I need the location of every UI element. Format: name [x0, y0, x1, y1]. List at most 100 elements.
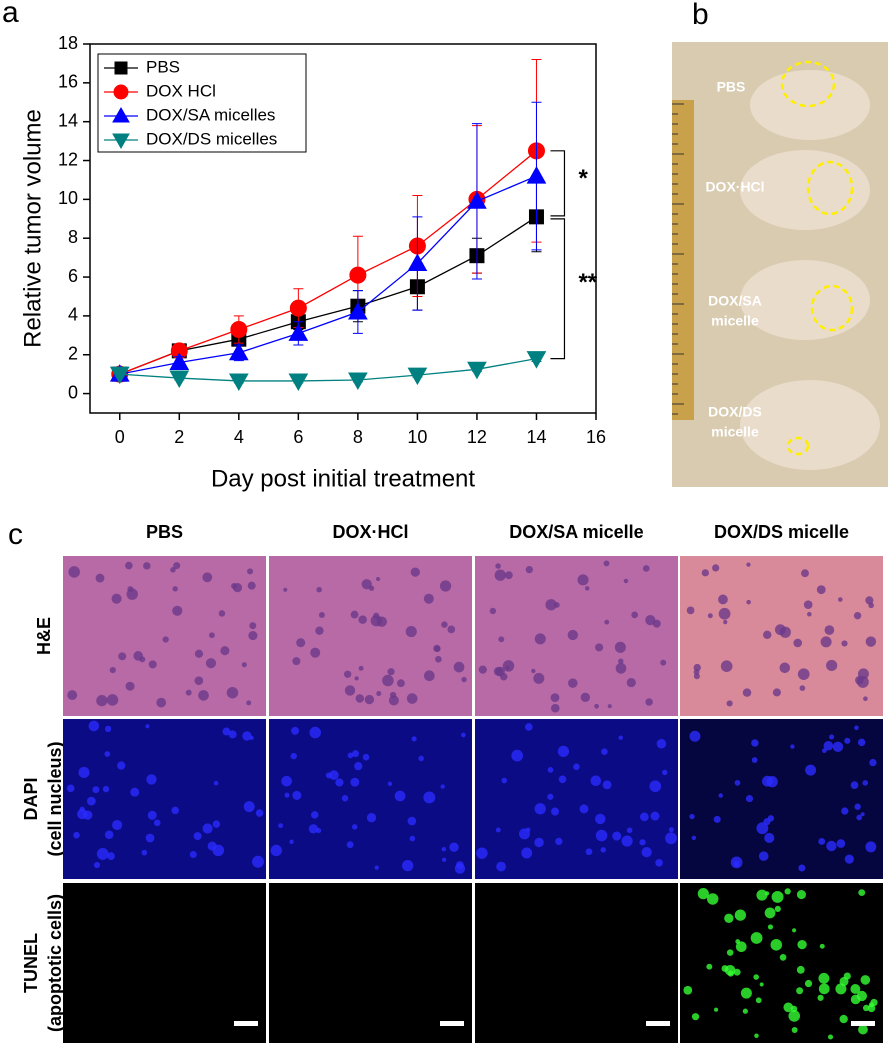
cell — [354, 676, 359, 681]
cell — [525, 566, 533, 574]
cell — [626, 827, 633, 834]
cell — [767, 924, 774, 930]
y-tick-label: 18 — [58, 33, 78, 53]
micrograph — [475, 883, 678, 1043]
micrograph — [680, 883, 883, 1043]
cell — [818, 838, 826, 845]
cell — [208, 632, 215, 639]
cell — [584, 586, 590, 591]
cell — [858, 1024, 868, 1035]
cell — [387, 668, 395, 676]
cell — [502, 660, 515, 672]
cell — [621, 835, 633, 847]
cell — [194, 649, 204, 658]
cell — [762, 630, 772, 640]
cell — [796, 889, 807, 900]
marker — [228, 342, 249, 361]
cell — [283, 587, 288, 592]
cell — [691, 1013, 700, 1021]
cell — [707, 613, 713, 619]
tumor-outline — [786, 436, 810, 456]
annotation: * — [578, 165, 588, 192]
cell — [857, 738, 866, 747]
cell — [865, 636, 877, 647]
cell — [346, 841, 354, 849]
cell — [579, 804, 589, 814]
y-tick-label: 14 — [58, 110, 78, 130]
micrograph — [269, 556, 472, 716]
cell — [193, 832, 202, 841]
cell — [494, 569, 506, 581]
cell — [797, 668, 810, 681]
cell — [202, 572, 213, 583]
column-header: DOX/SA micelle — [509, 522, 643, 542]
cell — [600, 847, 606, 853]
cell — [641, 847, 652, 858]
cell — [461, 676, 467, 683]
cell — [189, 851, 197, 859]
cell — [779, 662, 791, 674]
column-header: DOX·HCl — [333, 522, 409, 542]
cell — [440, 784, 445, 789]
cell — [387, 781, 393, 787]
cell — [558, 775, 567, 784]
cell — [798, 864, 806, 872]
cell — [772, 688, 781, 697]
cell — [754, 1033, 759, 1039]
cell — [784, 888, 791, 895]
cell — [550, 807, 560, 816]
marker — [228, 373, 249, 391]
photo-label: DOX/DS — [708, 404, 762, 420]
cell — [104, 830, 114, 840]
cell — [423, 791, 436, 804]
cell — [865, 596, 874, 605]
photo-label: DOX·HCl — [705, 179, 764, 195]
tumor-outline — [780, 60, 836, 108]
cell — [867, 1004, 876, 1013]
cell — [495, 563, 501, 569]
cell — [109, 666, 116, 674]
cell — [751, 757, 758, 763]
bracket — [550, 150, 566, 217]
cell — [111, 593, 122, 604]
y-tick-label: 6 — [68, 266, 78, 286]
marker — [526, 351, 547, 369]
cell — [841, 807, 849, 815]
y-tick-label: 10 — [58, 188, 78, 208]
cell — [603, 560, 610, 567]
tumor-outline — [810, 284, 854, 332]
micrograph — [63, 719, 266, 879]
cell — [284, 792, 290, 798]
cell — [316, 586, 322, 593]
marker — [230, 320, 248, 338]
cell — [226, 686, 239, 699]
y-tick-label: 12 — [58, 149, 78, 169]
cell — [753, 974, 759, 980]
cell — [355, 694, 365, 703]
cell — [577, 574, 589, 586]
cell — [665, 832, 677, 845]
cell — [759, 982, 764, 987]
cell — [246, 700, 252, 706]
cell — [746, 562, 751, 567]
cell — [854, 803, 861, 810]
scale-bar — [234, 1021, 258, 1026]
cell — [721, 965, 729, 972]
cell — [595, 829, 608, 842]
cell — [220, 646, 230, 656]
row-label: DAPI — [21, 777, 41, 820]
cell — [567, 629, 579, 641]
cell — [524, 723, 533, 731]
cell — [290, 752, 297, 760]
cell — [850, 994, 861, 1005]
micrograph — [63, 883, 266, 1043]
cell — [545, 599, 557, 611]
cell — [816, 585, 826, 595]
cell — [790, 744, 795, 749]
cell — [799, 685, 806, 691]
cell — [73, 831, 80, 839]
cell — [447, 625, 456, 634]
cell — [147, 810, 157, 820]
cell — [568, 678, 578, 688]
cell — [495, 827, 501, 833]
